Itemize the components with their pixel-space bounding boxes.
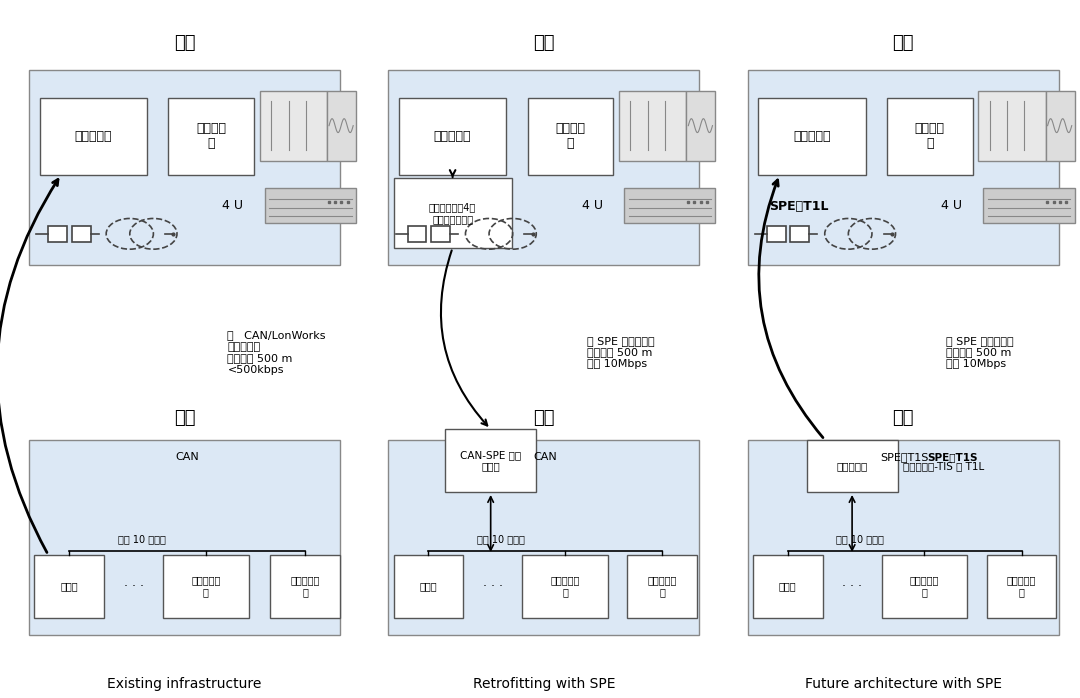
Text: 以太网软件: 以太网软件: [837, 461, 867, 471]
Text: 4 U: 4 U: [582, 200, 603, 212]
Text: 轿厢: 轿厢: [534, 409, 554, 427]
FancyBboxPatch shape: [619, 91, 687, 161]
Text: 轿厢操作面
板: 轿厢操作面 板: [551, 576, 580, 597]
Text: 带   CAN/LonWorks
的行进电缆
长度可达 500 m
<500kbps: 带 CAN/LonWorks 的行进电缆 长度可达 500 m <500kbps: [228, 330, 326, 375]
FancyBboxPatch shape: [687, 91, 715, 161]
FancyBboxPatch shape: [388, 70, 699, 265]
FancyBboxPatch shape: [978, 91, 1045, 161]
Text: 门机控制器
板: 门机控制器 板: [648, 576, 677, 597]
FancyBboxPatch shape: [523, 555, 608, 618]
Text: 传感器: 传感器: [779, 581, 797, 591]
FancyBboxPatch shape: [624, 188, 715, 223]
Text: SPE－T1S: SPE－T1S: [928, 452, 978, 462]
Text: CAN-SPE 介质
转换器: CAN-SPE 介质 转换器: [460, 450, 522, 471]
Text: 牵引逆变
器: 牵引逆变 器: [915, 122, 945, 150]
FancyBboxPatch shape: [753, 555, 823, 618]
Text: CAN: CAN: [175, 452, 199, 462]
Text: · · ·: · · ·: [483, 580, 503, 593]
FancyBboxPatch shape: [807, 440, 897, 492]
Text: 门机控制器
板: 门机控制器 板: [1007, 576, 1036, 597]
FancyBboxPatch shape: [393, 555, 463, 618]
Text: 轿厢操作面
板: 轿厢操作面 板: [909, 576, 940, 597]
Bar: [49, 226, 67, 242]
FancyBboxPatch shape: [265, 188, 356, 223]
FancyBboxPatch shape: [327, 91, 356, 161]
Text: 带 SPE 的行进电缆
长度可达 500 m
最高 10Mbps: 带 SPE 的行进电缆 长度可达 500 m 最高 10Mbps: [946, 336, 1013, 369]
Text: 以太网软件-TIS 到 T1L: 以太网软件-TIS 到 T1L: [903, 461, 984, 471]
FancyBboxPatch shape: [168, 98, 254, 174]
Text: 电梯控制器: 电梯控制器: [434, 130, 471, 142]
Text: 牵引逆变
器: 牵引逆变 器: [555, 122, 585, 150]
Text: 多达 10 个节点: 多达 10 个节点: [118, 535, 165, 544]
Text: 机房: 机房: [892, 34, 914, 52]
Bar: [72, 226, 91, 242]
FancyBboxPatch shape: [35, 555, 104, 618]
FancyBboxPatch shape: [270, 555, 340, 618]
FancyBboxPatch shape: [388, 440, 699, 635]
Text: 轿厢: 轿厢: [892, 409, 914, 427]
Text: · · ·: · · ·: [842, 580, 862, 593]
Text: SPE－T1L: SPE－T1L: [769, 200, 828, 213]
Text: 机房: 机房: [174, 34, 195, 52]
Bar: [791, 226, 809, 242]
Text: 轿厢操作面
板: 轿厢操作面 板: [191, 576, 220, 597]
FancyBboxPatch shape: [259, 91, 327, 161]
Text: · · ·: · · ·: [123, 580, 144, 593]
Text: 多达 10 个节点: 多达 10 个节点: [836, 535, 885, 544]
FancyBboxPatch shape: [399, 98, 507, 174]
Text: 介质转换器（4对
到单对以太网）: 介质转换器（4对 到单对以太网）: [429, 202, 476, 223]
FancyBboxPatch shape: [40, 98, 147, 174]
Text: Existing infrastructure: Existing infrastructure: [107, 677, 261, 691]
FancyBboxPatch shape: [163, 555, 248, 618]
FancyBboxPatch shape: [29, 440, 340, 635]
Text: CAN: CAN: [534, 452, 557, 462]
Text: Future architecture with SPE: Future architecture with SPE: [805, 677, 1001, 691]
FancyBboxPatch shape: [1045, 91, 1075, 161]
Text: 轿厢: 轿厢: [174, 409, 195, 427]
FancyBboxPatch shape: [393, 178, 512, 248]
FancyBboxPatch shape: [747, 440, 1058, 635]
Text: 带 SPE 的行进电缆
长度可达 500 m
最高 10Mbps: 带 SPE 的行进电缆 长度可达 500 m 最高 10Mbps: [586, 336, 654, 369]
Text: 4 U: 4 U: [941, 200, 962, 212]
Text: Retrofitting with SPE: Retrofitting with SPE: [473, 677, 615, 691]
Text: 传感器: 传感器: [420, 581, 437, 591]
FancyBboxPatch shape: [987, 555, 1056, 618]
Bar: [431, 226, 450, 242]
Text: 多达 10 个节点: 多达 10 个节点: [477, 535, 525, 544]
Text: 牵引逆变
器: 牵引逆变 器: [197, 122, 227, 150]
FancyBboxPatch shape: [445, 429, 537, 492]
FancyBboxPatch shape: [29, 70, 340, 265]
Text: 门机控制器
板: 门机控制器 板: [291, 576, 320, 597]
FancyBboxPatch shape: [984, 188, 1075, 223]
Text: 电梯控制器: 电梯控制器: [793, 130, 831, 142]
FancyBboxPatch shape: [528, 98, 613, 174]
FancyBboxPatch shape: [627, 555, 697, 618]
Text: 4 U: 4 U: [222, 200, 243, 212]
FancyBboxPatch shape: [887, 98, 973, 174]
Text: 电梯控制器: 电梯控制器: [75, 130, 112, 142]
Bar: [407, 226, 427, 242]
FancyBboxPatch shape: [758, 98, 865, 174]
Text: 传感器: 传感器: [60, 581, 78, 591]
FancyBboxPatch shape: [881, 555, 968, 618]
FancyBboxPatch shape: [747, 70, 1058, 265]
Text: SPE－T1S: SPE－T1S: [880, 452, 929, 462]
Text: 机房: 机房: [534, 34, 554, 52]
Bar: [767, 226, 786, 242]
